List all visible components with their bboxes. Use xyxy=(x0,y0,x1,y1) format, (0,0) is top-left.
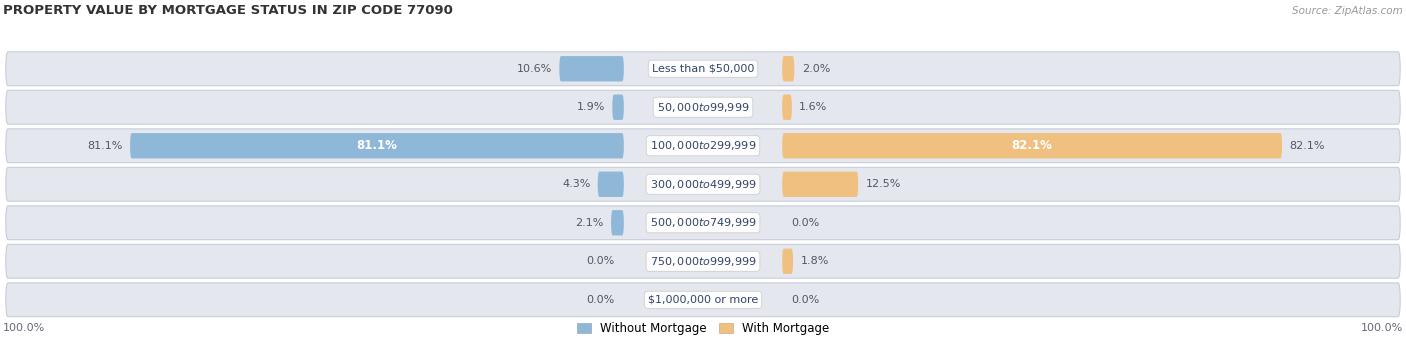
FancyBboxPatch shape xyxy=(6,244,1400,278)
Text: PROPERTY VALUE BY MORTGAGE STATUS IN ZIP CODE 77090: PROPERTY VALUE BY MORTGAGE STATUS IN ZIP… xyxy=(3,4,453,17)
FancyBboxPatch shape xyxy=(6,283,1400,317)
FancyBboxPatch shape xyxy=(782,95,792,120)
Text: 0.0%: 0.0% xyxy=(792,218,820,228)
FancyBboxPatch shape xyxy=(6,167,1400,201)
Text: $50,000 to $99,999: $50,000 to $99,999 xyxy=(657,101,749,114)
Text: $100,000 to $299,999: $100,000 to $299,999 xyxy=(650,139,756,152)
Text: 82.1%: 82.1% xyxy=(1012,139,1053,152)
FancyBboxPatch shape xyxy=(782,56,794,81)
Text: 10.6%: 10.6% xyxy=(517,64,553,74)
FancyBboxPatch shape xyxy=(612,95,624,120)
Text: 1.6%: 1.6% xyxy=(799,102,828,112)
Text: 82.1%: 82.1% xyxy=(1289,141,1324,151)
Text: 1.8%: 1.8% xyxy=(800,256,828,266)
FancyBboxPatch shape xyxy=(6,52,1400,86)
FancyBboxPatch shape xyxy=(612,210,624,235)
Text: 100.0%: 100.0% xyxy=(1361,323,1403,333)
Text: 0.0%: 0.0% xyxy=(792,295,820,305)
FancyBboxPatch shape xyxy=(598,172,624,197)
Text: 0.0%: 0.0% xyxy=(586,295,614,305)
Text: 12.5%: 12.5% xyxy=(866,179,901,189)
Text: 81.1%: 81.1% xyxy=(87,141,122,151)
Text: 100.0%: 100.0% xyxy=(3,323,45,333)
Text: $1,000,000 or more: $1,000,000 or more xyxy=(648,295,758,305)
Text: 2.1%: 2.1% xyxy=(575,218,603,228)
Text: $750,000 to $999,999: $750,000 to $999,999 xyxy=(650,255,756,268)
FancyBboxPatch shape xyxy=(782,133,1282,158)
FancyBboxPatch shape xyxy=(6,90,1400,124)
FancyBboxPatch shape xyxy=(6,129,1400,163)
Text: Source: ZipAtlas.com: Source: ZipAtlas.com xyxy=(1292,5,1403,16)
Text: 1.9%: 1.9% xyxy=(576,102,605,112)
FancyBboxPatch shape xyxy=(782,172,858,197)
Text: 4.3%: 4.3% xyxy=(562,179,591,189)
Text: Less than $50,000: Less than $50,000 xyxy=(652,64,754,74)
FancyBboxPatch shape xyxy=(560,56,624,81)
FancyBboxPatch shape xyxy=(6,206,1400,240)
Text: 81.1%: 81.1% xyxy=(357,139,398,152)
FancyBboxPatch shape xyxy=(782,249,793,274)
Text: $300,000 to $499,999: $300,000 to $499,999 xyxy=(650,178,756,191)
FancyBboxPatch shape xyxy=(129,133,624,158)
Text: 0.0%: 0.0% xyxy=(586,256,614,266)
Legend: Without Mortgage, With Mortgage: Without Mortgage, With Mortgage xyxy=(572,318,834,340)
Text: 2.0%: 2.0% xyxy=(801,64,830,74)
Text: $500,000 to $749,999: $500,000 to $749,999 xyxy=(650,216,756,229)
